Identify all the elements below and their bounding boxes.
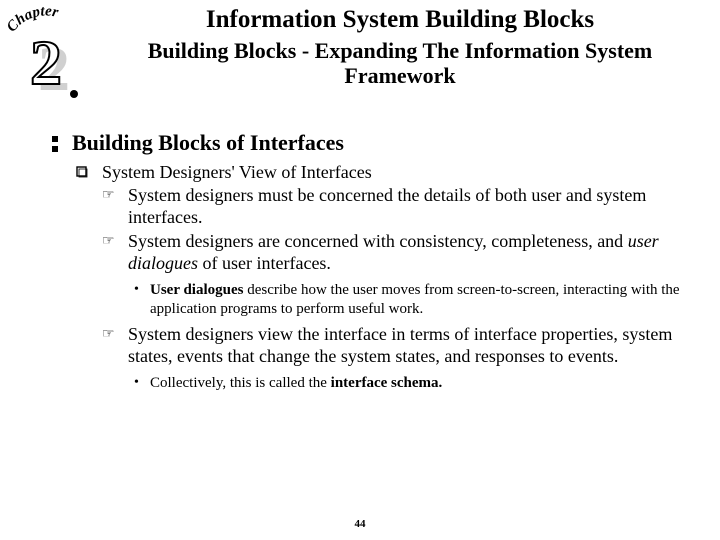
bullet-level-2: System Designers' View of Interfaces bbox=[76, 162, 684, 183]
chapter-number: 2 bbox=[30, 27, 62, 98]
bullet-level-3: ☞ System designers are concerned with co… bbox=[102, 231, 684, 275]
l3c-text: System designers view the interface in t… bbox=[128, 324, 672, 366]
bullet-level-3: ☞ System designers view the interface in… bbox=[102, 324, 684, 368]
bullet-level-4: Collectively, this is called the interfa… bbox=[134, 374, 684, 393]
l4a-bold: User dialogues bbox=[150, 282, 243, 298]
page-number: 44 bbox=[0, 518, 720, 530]
svg-text:Chapter: Chapter bbox=[4, 4, 60, 35]
pointer-icon: ☞ bbox=[102, 233, 115, 250]
chapter-badge: Chapter 2 2 bbox=[4, 4, 88, 114]
l3b-pre: System designers are concerned with cons… bbox=[128, 231, 628, 251]
l4b-bold: interface schema. bbox=[331, 375, 443, 391]
l1-text: Building Blocks of Interfaces bbox=[44, 130, 684, 156]
l3b-post: of user interfaces. bbox=[198, 253, 331, 273]
l2-text: System Designers' View of Interfaces bbox=[102, 162, 372, 182]
svg-text:2: 2 bbox=[38, 33, 70, 104]
bullet-level-4: User dialogues describe how the user mov… bbox=[134, 281, 684, 319]
bullet-level-3: ☞ System designers must be concerned the… bbox=[102, 185, 684, 229]
pointer-icon: ☞ bbox=[102, 187, 115, 204]
slide: Chapter 2 2 Information System Building … bbox=[0, 0, 720, 540]
bullet-level-1: Building Blocks of Interfaces .l1::befor… bbox=[44, 130, 684, 156]
chapter-word: Chapter bbox=[4, 4, 60, 35]
slide-title: Information System Building Blocks bbox=[100, 6, 700, 34]
slide-subtitle: Building Blocks - Expanding The Informat… bbox=[100, 38, 700, 89]
l4b-pre: Collectively, this is called the bbox=[150, 375, 331, 391]
slide-body: Building Blocks of Interfaces .l1::befor… bbox=[44, 130, 684, 399]
pointer-icon: ☞ bbox=[102, 326, 115, 343]
hollow-square-icon bbox=[76, 166, 88, 178]
l3a-text: System designers must be concerned the d… bbox=[128, 185, 646, 227]
